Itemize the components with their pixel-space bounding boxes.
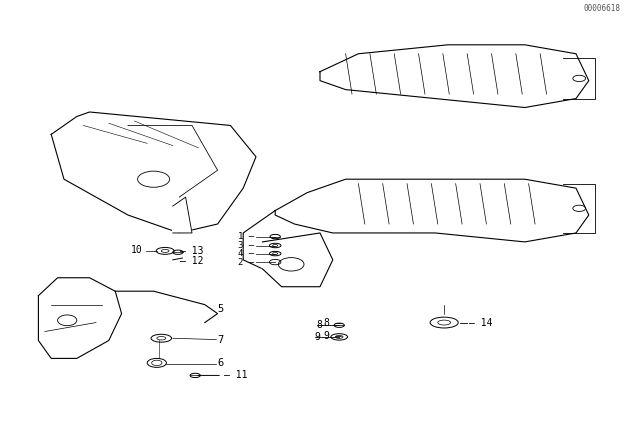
Polygon shape xyxy=(173,197,192,233)
Text: 1 —: 1 — xyxy=(238,232,254,241)
Text: 00006618: 00006618 xyxy=(584,4,621,13)
Text: 8: 8 xyxy=(316,320,322,330)
Text: 9: 9 xyxy=(314,332,320,342)
Text: 9 —: 9 — xyxy=(324,331,342,341)
Polygon shape xyxy=(262,233,333,287)
Text: 7: 7 xyxy=(218,335,224,345)
Text: 5: 5 xyxy=(218,304,224,314)
Text: 2 —: 2 — xyxy=(238,258,254,267)
Text: — 13: — 13 xyxy=(180,246,204,256)
Text: 3 —: 3 — xyxy=(238,241,254,250)
Text: — 11: — 11 xyxy=(224,370,248,380)
Text: 6: 6 xyxy=(218,358,224,368)
Text: — 12: — 12 xyxy=(180,256,204,266)
Text: 10: 10 xyxy=(131,245,143,255)
Text: 8 —: 8 — xyxy=(324,319,342,328)
Text: — 14: — 14 xyxy=(469,318,493,327)
Text: 4 —: 4 — xyxy=(238,249,254,258)
